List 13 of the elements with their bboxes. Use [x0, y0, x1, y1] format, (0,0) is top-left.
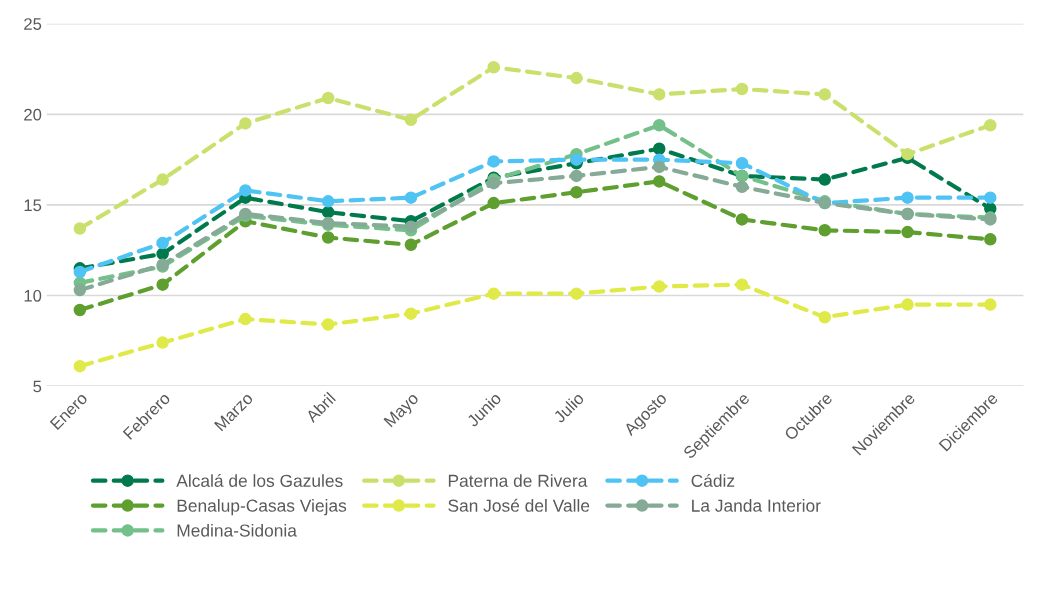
legend-label: Alcalá de los Gazules [176, 473, 343, 487]
y-tick-label: 25 [24, 18, 42, 30]
legend-label: Benalup-Casas Viejas [177, 499, 347, 516]
x-tick-label: Julio [552, 391, 585, 424]
y-tick-label: 10 [24, 289, 42, 302]
legend-label: Paterna de Rivera [448, 474, 588, 487]
y-tick-label: 20 [24, 108, 42, 121]
legend-label: Cádiz [691, 473, 735, 487]
legend-label: La Janda Interior [692, 499, 821, 512]
legend-label: Medina-Sidonia [177, 523, 297, 537]
y-tick-label: 15 [24, 199, 42, 212]
legend-label: San José del Valle [448, 498, 590, 512]
y-tick-label: 5 [33, 380, 42, 393]
